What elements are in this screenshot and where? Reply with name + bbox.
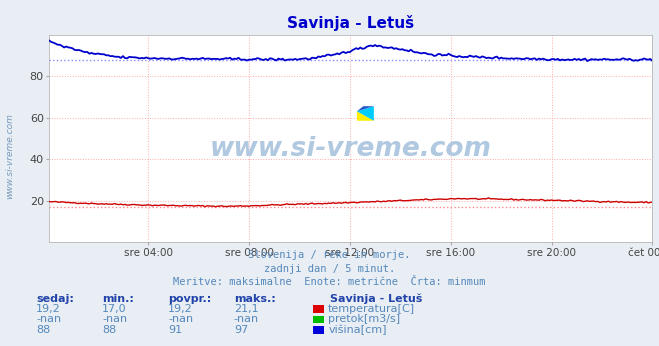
Text: 17,0: 17,0 <box>102 304 127 314</box>
Title: Savinja - Letuš: Savinja - Letuš <box>287 15 415 31</box>
Text: zadnji dan / 5 minut.: zadnji dan / 5 minut. <box>264 264 395 274</box>
Text: Meritve: maksimalne  Enote: metrične  Črta: minmum: Meritve: maksimalne Enote: metrične Črta… <box>173 277 486 288</box>
Text: -nan: -nan <box>36 315 61 325</box>
Polygon shape <box>357 111 374 121</box>
Text: www.si-vreme.com: www.si-vreme.com <box>210 136 492 162</box>
Text: 21,1: 21,1 <box>234 304 258 314</box>
Text: -nan: -nan <box>168 315 193 325</box>
Text: 88: 88 <box>102 325 117 335</box>
Text: www.si-vreme.com: www.si-vreme.com <box>5 113 14 199</box>
Text: sedaj:: sedaj: <box>36 294 74 304</box>
Text: temperatura[C]: temperatura[C] <box>328 304 415 314</box>
Text: 97: 97 <box>234 325 248 335</box>
Text: višina[cm]: višina[cm] <box>328 325 387 335</box>
Text: pretok[m3/s]: pretok[m3/s] <box>328 315 400 325</box>
Text: 91: 91 <box>168 325 182 335</box>
Text: -nan: -nan <box>102 315 127 325</box>
Text: maks.:: maks.: <box>234 294 275 304</box>
Text: Slovenija / reke in morje.: Slovenija / reke in morje. <box>248 250 411 260</box>
Text: min.:: min.: <box>102 294 134 304</box>
Text: Savinja - Letuš: Savinja - Letuš <box>330 293 422 304</box>
Text: 88: 88 <box>36 325 51 335</box>
Polygon shape <box>357 106 374 121</box>
Text: povpr.:: povpr.: <box>168 294 212 304</box>
Text: 19,2: 19,2 <box>168 304 193 314</box>
Text: 19,2: 19,2 <box>36 304 61 314</box>
Text: -nan: -nan <box>234 315 259 325</box>
Polygon shape <box>357 106 374 111</box>
